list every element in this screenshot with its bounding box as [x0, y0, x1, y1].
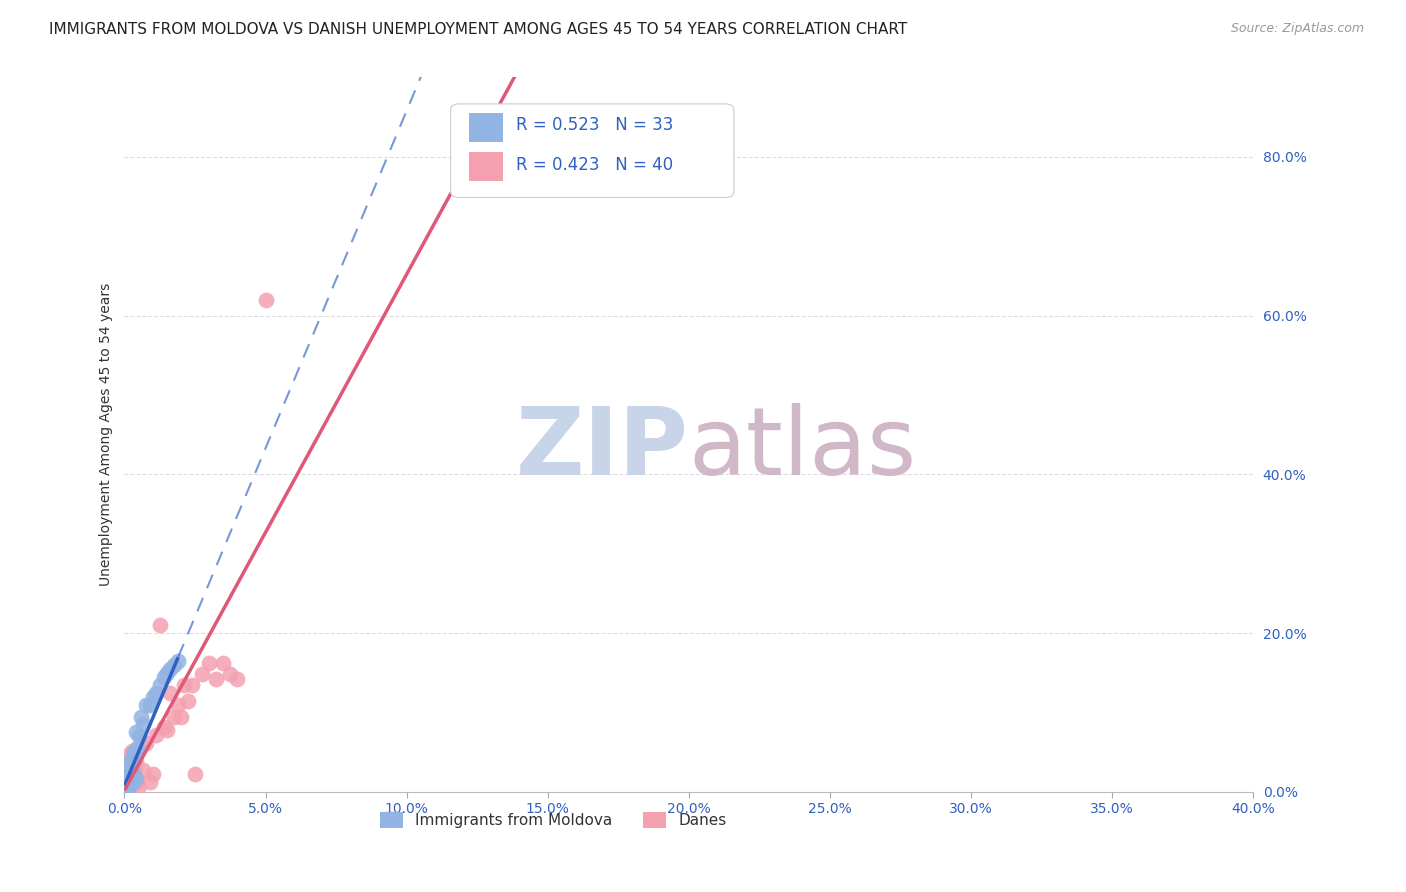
Point	[117, 755, 139, 769]
Point	[125, 725, 148, 739]
Point	[181, 678, 204, 692]
Text: R = 0.523   N = 33: R = 0.523 N = 33	[516, 116, 673, 135]
Point	[120, 747, 142, 761]
Point	[149, 618, 172, 632]
Point	[226, 672, 249, 686]
Point	[122, 771, 145, 785]
Point	[118, 757, 141, 772]
Point	[156, 723, 179, 737]
Point	[131, 739, 153, 753]
FancyBboxPatch shape	[451, 103, 734, 197]
Point	[159, 662, 181, 676]
Point	[121, 775, 143, 789]
Point	[142, 690, 165, 704]
Point	[212, 657, 235, 671]
Point	[117, 771, 139, 785]
Text: Source: ZipAtlas.com: Source: ZipAtlas.com	[1230, 22, 1364, 36]
Point	[127, 775, 149, 789]
Point	[145, 728, 167, 742]
Point	[139, 698, 162, 712]
Point	[125, 771, 148, 785]
Point	[163, 709, 186, 723]
Y-axis label: Unemployment Among Ages 45 to 54 years: Unemployment Among Ages 45 to 54 years	[100, 283, 114, 586]
Point	[124, 753, 146, 767]
Point	[135, 736, 157, 750]
Point	[177, 693, 200, 707]
Point	[117, 775, 139, 789]
Point	[115, 771, 138, 785]
Point	[145, 686, 167, 700]
Point	[122, 775, 145, 789]
Point	[159, 686, 181, 700]
Point	[117, 765, 139, 780]
Point	[173, 678, 195, 692]
Point	[120, 763, 142, 777]
Point	[198, 657, 221, 671]
Point	[118, 759, 141, 773]
Point	[124, 763, 146, 777]
Point	[117, 761, 139, 775]
FancyBboxPatch shape	[468, 113, 502, 142]
Point	[117, 781, 139, 796]
Point	[254, 293, 277, 307]
Point	[120, 771, 142, 785]
Text: IMMIGRANTS FROM MOLDOVA VS DANISH UNEMPLOYMENT AMONG AGES 45 TO 54 YEARS CORRELA: IMMIGRANTS FROM MOLDOVA VS DANISH UNEMPL…	[49, 22, 907, 37]
Point	[121, 767, 143, 781]
Text: ZIP: ZIP	[516, 403, 689, 495]
Point	[118, 767, 141, 781]
Point	[115, 775, 138, 789]
Point	[153, 720, 176, 734]
Point	[128, 730, 150, 744]
Text: R = 0.423   N = 40: R = 0.423 N = 40	[516, 155, 673, 174]
Point	[167, 654, 190, 668]
Point	[120, 779, 142, 793]
Point	[163, 657, 186, 672]
Point	[125, 755, 148, 769]
Text: atlas: atlas	[689, 403, 917, 495]
Point	[167, 698, 190, 712]
Point	[139, 775, 162, 789]
Point	[170, 709, 193, 723]
Point	[122, 767, 145, 781]
Point	[132, 763, 155, 777]
Point	[121, 744, 143, 758]
Point	[149, 678, 172, 692]
Point	[115, 769, 138, 783]
Point	[128, 779, 150, 793]
Point	[121, 763, 143, 777]
Point	[219, 667, 242, 681]
Point	[127, 741, 149, 756]
Point	[153, 670, 176, 684]
Point	[156, 665, 179, 680]
FancyBboxPatch shape	[468, 153, 502, 181]
Legend: Immigrants from Moldova, Danes: Immigrants from Moldova, Danes	[374, 806, 733, 834]
Point	[115, 763, 138, 777]
Point	[124, 745, 146, 759]
Point	[118, 767, 141, 781]
Point	[135, 698, 157, 712]
Point	[142, 767, 165, 781]
Point	[184, 767, 207, 781]
Point	[132, 717, 155, 731]
Point	[117, 757, 139, 772]
Point	[191, 667, 214, 681]
Point	[131, 709, 153, 723]
Point	[205, 672, 228, 686]
Point	[122, 749, 145, 764]
